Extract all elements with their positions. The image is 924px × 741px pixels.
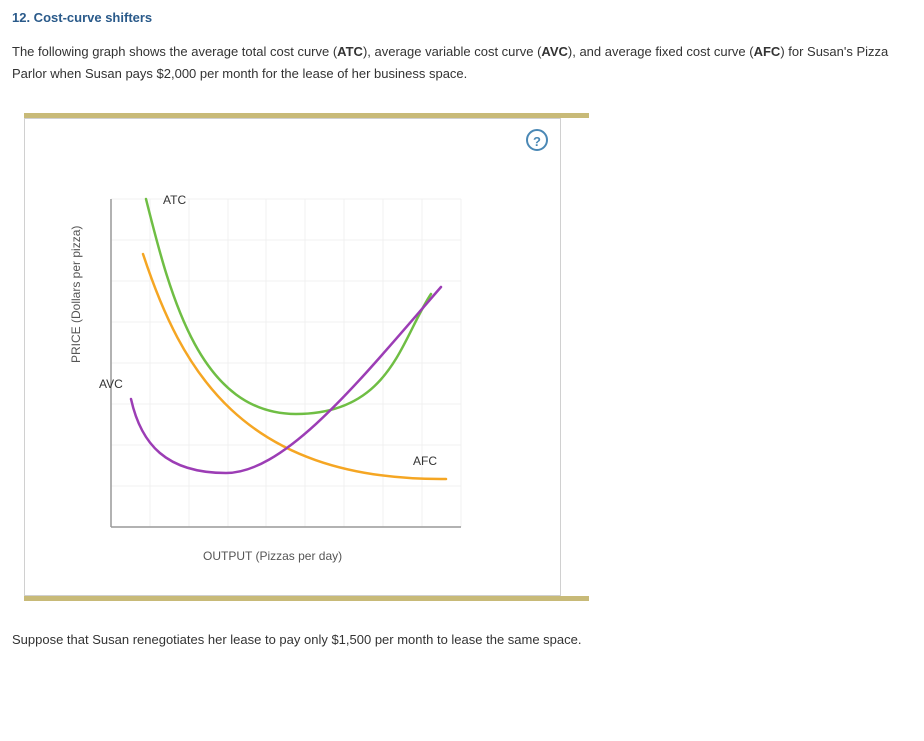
atc-bold: ATC (337, 44, 363, 59)
intro-text: ), and average fixed cost curve ( (568, 44, 754, 59)
afc-label: AFC (413, 454, 437, 468)
intro-text: ), average variable cost curve ( (363, 44, 541, 59)
avc-bold: AVC (541, 44, 567, 59)
intro-paragraph: The following graph shows the average to… (12, 41, 912, 85)
intro-text: The following graph shows the average to… (12, 44, 337, 59)
plot-area: ATC AVC AFC (111, 199, 461, 527)
cost-curves-chart (111, 199, 461, 527)
x-axis-label: OUTPUT (Pizzas per day) (203, 549, 342, 563)
question-title: 12. Cost-curve shifters (12, 10, 912, 25)
help-icon[interactable]: ? (526, 129, 548, 151)
atc-label: ATC (163, 193, 186, 207)
y-axis-label: PRICE (Dollars per pizza) (69, 226, 83, 363)
chart-panel: ? PRICE (Dollars per pizza) OUTPUT (Pizz… (24, 118, 561, 596)
afc-bold: AFC (754, 44, 781, 59)
divider-bottom (24, 596, 589, 601)
footer-paragraph: Suppose that Susan renegotiates her leas… (12, 629, 912, 651)
avc-label: AVC (99, 377, 123, 391)
